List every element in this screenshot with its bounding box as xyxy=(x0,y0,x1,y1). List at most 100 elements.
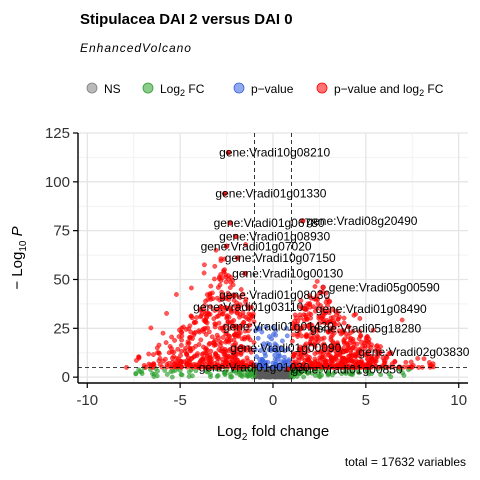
point-both xyxy=(187,334,193,340)
point-fc xyxy=(386,371,392,377)
point-both xyxy=(189,356,195,361)
point-both xyxy=(319,349,325,354)
point-both xyxy=(342,356,348,362)
point-both xyxy=(295,351,301,357)
point-both xyxy=(208,304,214,310)
point-both xyxy=(305,301,311,307)
point-both xyxy=(350,336,356,342)
point-ns xyxy=(262,373,268,378)
highlight-point xyxy=(320,284,326,290)
point-both xyxy=(205,359,211,365)
gene-label: gene:Vradi10g07150 xyxy=(225,251,336,265)
point-both xyxy=(357,333,363,339)
data-points xyxy=(124,242,436,380)
point-both xyxy=(386,351,392,356)
point-both xyxy=(358,339,364,345)
point-p xyxy=(254,354,260,359)
point-fc xyxy=(162,367,168,373)
point-fc xyxy=(317,374,323,380)
point-both xyxy=(312,356,318,362)
legend-item-ns: NS xyxy=(86,82,121,96)
point-both xyxy=(160,330,166,336)
point-both xyxy=(345,342,351,348)
point-both xyxy=(178,358,184,364)
point-both xyxy=(298,298,304,303)
highlight-point xyxy=(233,233,239,240)
legend-key-fc xyxy=(142,82,154,94)
point-both xyxy=(219,289,225,295)
point-both xyxy=(251,340,257,345)
x-tick-label: 10 xyxy=(450,392,467,409)
point-both xyxy=(340,364,345,370)
point-both xyxy=(184,351,189,357)
point-both xyxy=(246,317,252,323)
point-both xyxy=(201,270,207,276)
point-both xyxy=(225,276,231,282)
point-both xyxy=(202,318,208,324)
point-p xyxy=(255,335,261,341)
point-both xyxy=(227,306,233,312)
gene-label: gene:Vradi10g00130 xyxy=(232,267,343,281)
point-both xyxy=(320,317,326,322)
point-both xyxy=(289,338,295,344)
point-both xyxy=(198,314,204,320)
point-both xyxy=(171,349,177,355)
point-both xyxy=(173,292,179,297)
y-tick-label: 0 xyxy=(62,369,70,386)
point-both xyxy=(408,359,414,365)
point-both xyxy=(299,346,305,351)
point-p xyxy=(256,326,262,331)
point-both xyxy=(199,357,204,363)
point-both xyxy=(195,364,201,370)
point-both xyxy=(321,335,327,341)
point-both xyxy=(156,342,162,348)
point-fc xyxy=(227,371,233,377)
point-both xyxy=(230,342,236,348)
point-both xyxy=(203,298,208,304)
point-both xyxy=(169,355,175,361)
caption: total = 17632 variables xyxy=(345,455,466,469)
point-p xyxy=(259,364,265,370)
y-tick-label: 100 xyxy=(45,174,70,191)
point-fc xyxy=(214,373,220,379)
point-fc xyxy=(401,373,407,378)
x-tick-label: 0 xyxy=(269,392,277,409)
point-p xyxy=(281,354,287,360)
point-both xyxy=(318,289,323,295)
point-both xyxy=(421,356,427,362)
point-both xyxy=(295,331,300,337)
point-both xyxy=(202,311,208,317)
point-p xyxy=(279,346,284,352)
point-both xyxy=(242,334,248,340)
point-both xyxy=(156,351,162,357)
legend-label-p: p−value xyxy=(251,82,294,96)
point-both xyxy=(298,354,304,359)
point-both xyxy=(187,323,193,329)
point-both xyxy=(213,352,219,358)
point-both xyxy=(326,319,331,325)
gene-label: gene:Vradi08g20490 xyxy=(306,214,417,228)
legend-item-p: p−value xyxy=(233,82,294,96)
legend-item-fc: Log2 FC xyxy=(142,82,205,98)
point-both xyxy=(352,345,358,351)
point-both xyxy=(243,242,249,247)
point-fc xyxy=(133,370,139,376)
y-tick-label: 125 xyxy=(45,125,70,142)
gene-label: gene:Vradi10g08210 xyxy=(219,146,330,160)
point-fc xyxy=(169,374,175,380)
point-both xyxy=(332,308,338,314)
point-both xyxy=(218,271,224,277)
point-p xyxy=(274,348,279,353)
point-both xyxy=(306,325,312,330)
point-both xyxy=(323,290,329,296)
point-both xyxy=(328,344,334,349)
point-both xyxy=(241,320,247,325)
point-both xyxy=(341,315,347,321)
chart-title: Stipulacea DAI 2 versus DAI 0 xyxy=(80,11,293,28)
point-both xyxy=(179,337,185,343)
point-fc xyxy=(238,372,244,378)
point-both xyxy=(399,317,405,323)
point-p xyxy=(286,357,292,363)
point-both xyxy=(157,355,163,361)
